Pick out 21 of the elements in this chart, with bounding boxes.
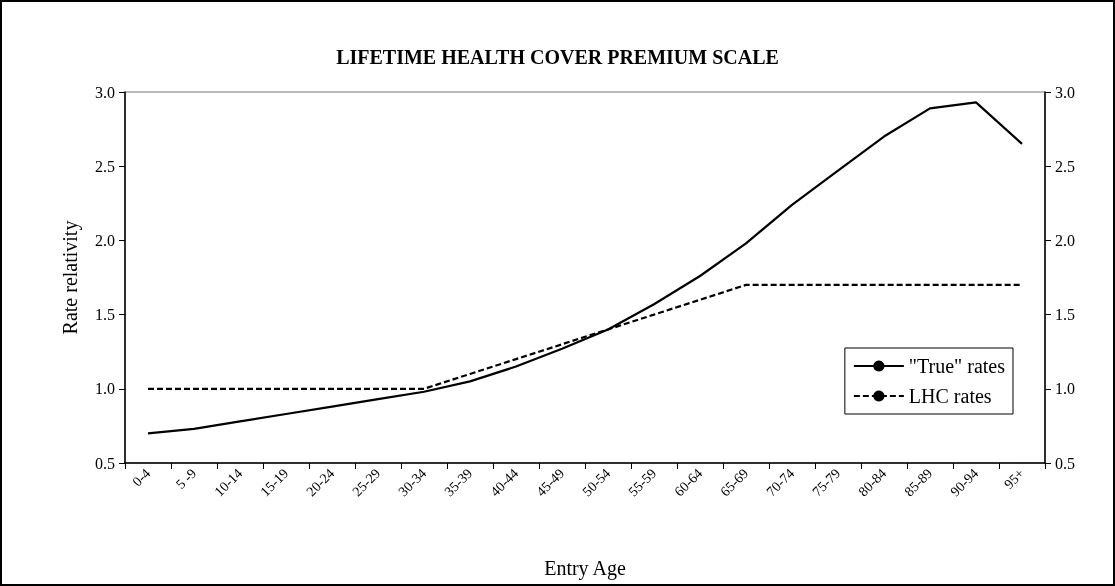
y-tick-label: 2.5 [95,157,115,175]
y-tick-label: 0.5 [95,454,115,472]
y2-tick-label: 0.5 [1055,454,1075,472]
y2-tick-label: 2.0 [1055,231,1075,249]
chart-title: LIFETIME HEALTH COVER PREMIUM SCALE [336,46,779,68]
y-tick-label: 1.5 [95,306,115,324]
y2-tick-label: 2.5 [1055,157,1075,175]
y-tick-label: 2.0 [95,231,115,249]
legend-label: "True" rates [908,355,1006,377]
y-tick-label: 1.0 [95,380,115,398]
y-tick-label: 3.0 [95,83,115,101]
x-tick-label: 95+ [1001,465,1028,492]
y-axis-title: Rate relativity [59,220,82,335]
legend-label: LHC rates [908,385,992,407]
y2-tick-label: 3.0 [1055,83,1075,101]
x-axis-title: Entry Age [544,557,626,580]
x-tick-label: 0-4 [129,465,154,490]
y2-tick-label: 1.5 [1055,306,1075,324]
y2-tick-label: 1.0 [1055,380,1075,398]
line-series [146,101,1024,435]
x-tick-label: 5 -9 [173,465,200,492]
